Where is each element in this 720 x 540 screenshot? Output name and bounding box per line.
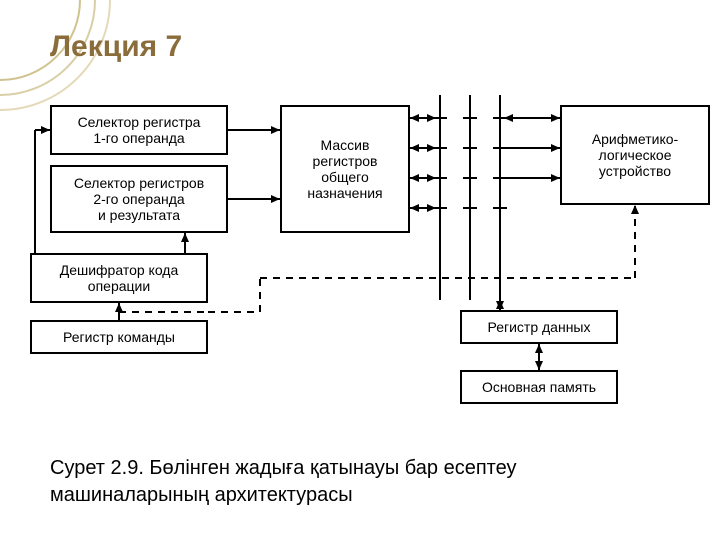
node-datareg: Регистр данных	[460, 310, 618, 344]
node-cmdreg: Регистр команды	[30, 320, 208, 354]
node-decode: Дешифратор кода операции	[30, 253, 208, 303]
node-sel1: Селектор регистра 1-го операнда	[50, 105, 228, 155]
node-alu: Арифметико- логическое устройство	[560, 105, 710, 205]
node-sel2: Селектор регистров 2-го операнда и резул…	[50, 165, 228, 233]
node-mainmem: Основная память	[460, 370, 618, 404]
node-regarr: Массив регистров общего назначения	[280, 105, 410, 233]
